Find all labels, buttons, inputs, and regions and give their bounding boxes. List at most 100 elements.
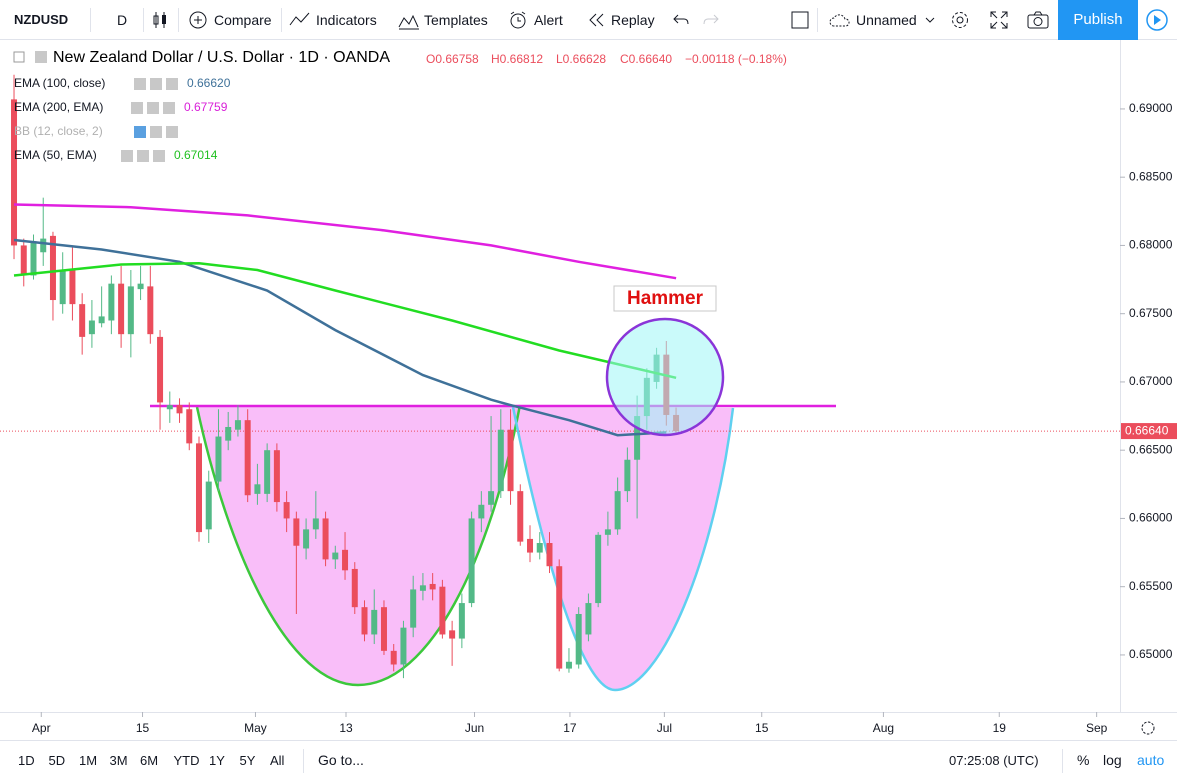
indicator-buttons[interactable]: [134, 78, 178, 90]
y-tick-label: 0.66000: [1129, 511, 1173, 525]
templates-button[interactable]: Templates: [424, 12, 488, 28]
chart-type-icon[interactable]: [152, 10, 168, 30]
indicator-button[interactable]: [147, 102, 159, 114]
indicator-button[interactable]: [153, 150, 165, 162]
candle-body: [322, 518, 329, 560]
compare-icon[interactable]: [189, 11, 207, 29]
indicator-button[interactable]: [134, 78, 146, 90]
ohlc-close: C0.66640: [620, 52, 672, 66]
candle-body: [400, 627, 407, 665]
range-button[interactable]: All: [270, 753, 285, 768]
candle-body: [458, 603, 465, 639]
goto-button[interactable]: Go to...: [318, 752, 364, 768]
price-axis-border: [1120, 40, 1121, 712]
range-button[interactable]: 5D: [48, 753, 66, 768]
indicator-button[interactable]: [131, 102, 143, 114]
indicator-button[interactable]: [166, 126, 178, 138]
dropdown-icon[interactable]: [925, 15, 935, 25]
indicator-button[interactable]: [163, 102, 175, 114]
compare-button[interactable]: Compare: [214, 12, 272, 28]
candle-body: [244, 420, 251, 496]
indicator-buttons[interactable]: [131, 102, 175, 114]
indicator-button[interactable]: [166, 78, 178, 90]
indicator-button[interactable]: [150, 78, 162, 90]
candle-body: [20, 245, 27, 276]
bottom-bar: 1D 5D 1M 3M 6M YTD 1Y 5Y All Go to... 07:25:08 (…: [0, 740, 1177, 780]
candle-body: [127, 286, 134, 335]
alert-button[interactable]: Alert: [534, 12, 563, 28]
clock[interactable]: 07:25:08 (UTC): [949, 753, 1039, 768]
range-button[interactable]: 3M: [109, 753, 128, 768]
indicator-label: EMA (100, close): [14, 76, 105, 90]
cup-drawing: [150, 404, 836, 692]
auto-toggle[interactable]: auto: [1137, 752, 1165, 768]
undo-redo[interactable]: [672, 12, 724, 28]
candle-body: [361, 607, 368, 635]
indicator-value: 0.66620: [187, 76, 231, 90]
indicator-buttons[interactable]: [134, 126, 178, 138]
separator: [281, 8, 282, 32]
candle-body: [351, 568, 358, 608]
candle-body: [478, 504, 485, 519]
ohlc-low: L0.66628: [556, 52, 606, 66]
candle-body: [59, 270, 66, 305]
indicator-button[interactable]: [150, 126, 162, 138]
candle-body: [205, 481, 212, 530]
candle-body: [556, 566, 563, 669]
cup-left-curve: [195, 404, 522, 687]
candle-body: [488, 491, 495, 505]
templates-icon[interactable]: [398, 10, 420, 30]
interval[interactable]: D: [117, 12, 128, 28]
candle-body: [118, 283, 125, 335]
x-tick-label: 15: [136, 721, 150, 735]
alert-icon[interactable]: [508, 10, 528, 30]
settings-icon[interactable]: [950, 10, 970, 30]
range-button[interactable]: 1M: [79, 753, 98, 768]
log-toggle[interactable]: log: [1103, 752, 1122, 768]
stream-icon[interactable]: [1146, 9, 1168, 31]
indicator-buttons[interactable]: [121, 150, 165, 162]
candle-body: [30, 241, 37, 276]
candle-body: [342, 549, 349, 571]
symbol[interactable]: NZDUSD: [14, 12, 69, 27]
x-tick-label: Jun: [465, 721, 484, 735]
replay-button[interactable]: Replay: [611, 12, 655, 28]
range-button[interactable]: 5Y: [239, 753, 256, 768]
candle-body: [507, 429, 514, 492]
candle-body: [108, 283, 115, 321]
range-button[interactable]: 1Y: [209, 753, 225, 768]
range-button[interactable]: 6M: [140, 753, 159, 768]
publish-button[interactable]: Publish: [1058, 0, 1138, 40]
candle-body: [283, 502, 290, 519]
series-title[interactable]: New Zealand Dollar / U.S. Dollar · 1D · …: [53, 49, 390, 66]
indicators-button[interactable]: Indicators: [316, 12, 377, 28]
candle-body: [634, 416, 641, 460]
fullscreen-icon[interactable]: [990, 11, 1008, 29]
candle-body: [11, 99, 18, 246]
cloud-icon[interactable]: [828, 12, 852, 28]
range-button[interactable]: 1D: [18, 753, 35, 768]
percent-toggle[interactable]: %: [1077, 752, 1090, 768]
layout-name[interactable]: Unnamed: [856, 12, 917, 28]
x-tick-label: 13: [339, 721, 353, 735]
fullscreen-select-icon[interactable]: [791, 11, 809, 29]
candle-body: [88, 320, 95, 335]
candle-body: [624, 459, 631, 492]
price-label-box: [1121, 423, 1177, 440]
snapshot-icon[interactable]: [1027, 11, 1049, 29]
indicator-button[interactable]: [121, 150, 133, 162]
indicator-label: EMA (50, EMA): [14, 148, 97, 162]
candle-body: [195, 443, 202, 533]
candle-body: [439, 586, 446, 635]
indicator-button[interactable]: [134, 126, 146, 138]
collapse-icon[interactable]: [13, 51, 25, 63]
replay-icon[interactable]: [588, 13, 606, 27]
indicator-button[interactable]: [137, 150, 149, 162]
axis-settings-icon[interactable]: [1141, 721, 1155, 735]
range-button[interactable]: YTD: [173, 753, 200, 768]
ohlc-high: H0.66812: [491, 52, 543, 66]
indicator-value: 0.67759: [184, 100, 228, 114]
indicators-icon[interactable]: [289, 12, 311, 28]
candle-body: [312, 518, 319, 530]
